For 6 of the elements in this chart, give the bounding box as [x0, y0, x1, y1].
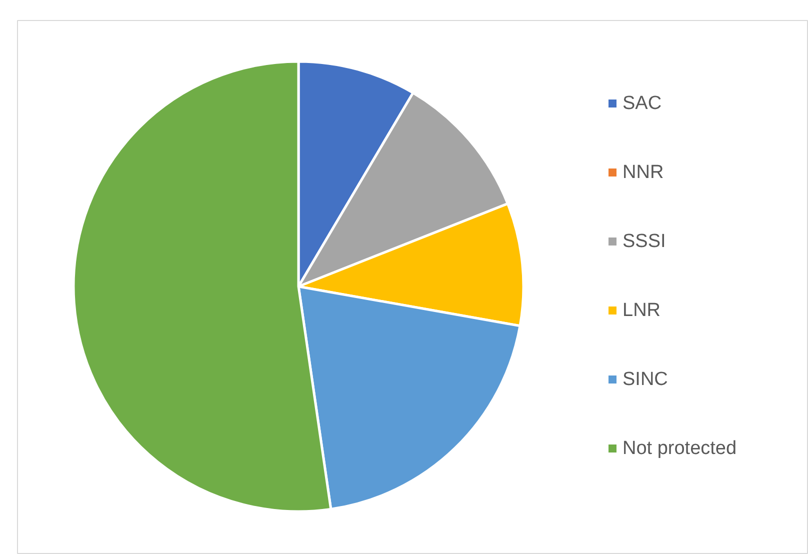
legend-label: Not protected	[622, 438, 737, 459]
legend-label: LNR	[622, 300, 661, 321]
legend-label: NNR	[622, 162, 664, 183]
legend-label: SINC	[622, 369, 668, 390]
legend-label: SAC	[622, 93, 662, 114]
legend-label: SSSI	[622, 231, 666, 252]
